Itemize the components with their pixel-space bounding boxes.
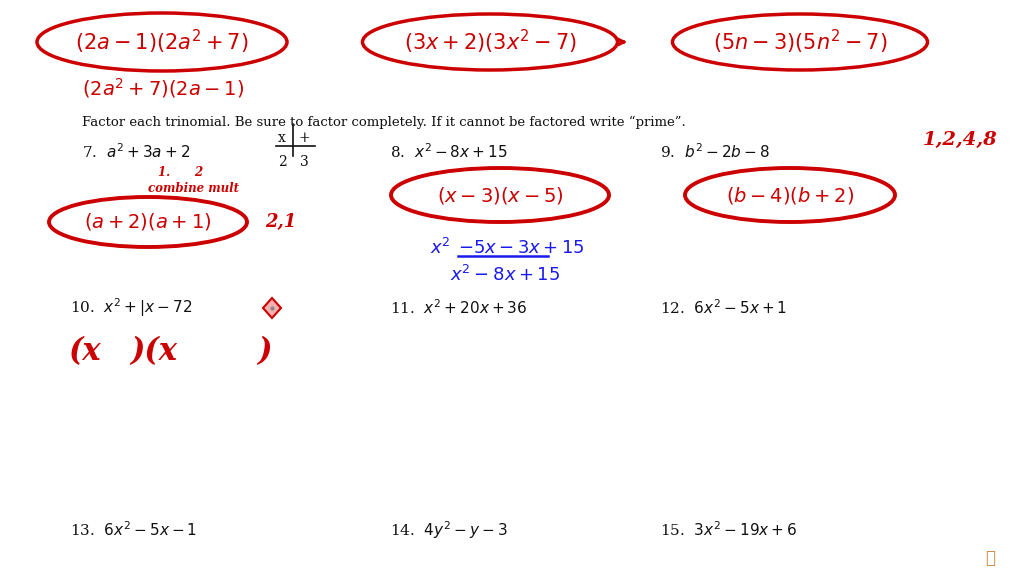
Text: $-5x - 3x +15$: $-5x - 3x +15$ bbox=[458, 239, 585, 257]
Text: +: + bbox=[298, 131, 310, 145]
Text: $(x-3)(x-5)$: $(x-3)(x-5)$ bbox=[436, 184, 563, 206]
Text: ✋: ✋ bbox=[985, 549, 995, 567]
Text: 2,1: 2,1 bbox=[265, 213, 296, 231]
Text: x: x bbox=[279, 131, 286, 145]
Text: $(5n-3)(5n^2-7)$: $(5n-3)(5n^2-7)$ bbox=[713, 28, 887, 56]
Text: combine mult: combine mult bbox=[148, 181, 239, 195]
Text: 10.  $x^2 +|x - 72$: 10. $x^2 +|x - 72$ bbox=[70, 297, 193, 319]
Text: Factor each trinomial. Be sure to factor completely. If it cannot be factored wr: Factor each trinomial. Be sure to factor… bbox=[82, 115, 686, 128]
Text: $(3x+2)(3x^2-7)$: $(3x+2)(3x^2-7)$ bbox=[403, 28, 577, 56]
Text: 2: 2 bbox=[278, 155, 287, 169]
Text: 1,2,4,8: 1,2,4,8 bbox=[923, 131, 997, 149]
Text: 9.  $b^2 - 2b - 8$: 9. $b^2 - 2b - 8$ bbox=[660, 143, 770, 161]
Text: $(2a-1)(2a^2+7)$: $(2a-1)(2a^2+7)$ bbox=[75, 28, 249, 56]
Text: (x: (x bbox=[68, 336, 100, 367]
Text: 11.  $x^2 + 20x + 36$: 11. $x^2 + 20x + 36$ bbox=[390, 298, 527, 317]
Text: 14.  $4y^2 - y - 3$: 14. $4y^2 - y - 3$ bbox=[390, 519, 508, 541]
Text: )(x: )(x bbox=[130, 336, 177, 367]
Text: $(2a^2+7)(2a-1)$: $(2a^2+7)(2a-1)$ bbox=[82, 76, 245, 100]
Text: 13.  $6x^2 - 5x - 1$: 13. $6x^2 - 5x - 1$ bbox=[70, 521, 197, 539]
Text: 1.      2: 1. 2 bbox=[158, 166, 203, 180]
Text: ): ) bbox=[205, 336, 272, 367]
Text: 8.  $x^2 - 8x + 15$: 8. $x^2 - 8x + 15$ bbox=[390, 143, 508, 161]
Text: 15.  $3x^2 - 19x + 6$: 15. $3x^2 - 19x + 6$ bbox=[660, 521, 798, 539]
Text: 12.  $6x^2 - 5x + 1$: 12. $6x^2 - 5x + 1$ bbox=[660, 298, 787, 317]
Text: $(a+2)(a+1)$: $(a+2)(a+1)$ bbox=[84, 211, 212, 233]
Text: $(b-4)(b+2)$: $(b-4)(b+2)$ bbox=[726, 184, 854, 206]
Polygon shape bbox=[263, 298, 281, 318]
Text: $x^2-8x +15$: $x^2-8x +15$ bbox=[450, 265, 560, 285]
Text: $x^2$: $x^2$ bbox=[430, 238, 451, 258]
Text: 7.  $a^2 + 3a + 2$: 7. $a^2 + 3a + 2$ bbox=[82, 143, 190, 161]
Text: 3: 3 bbox=[300, 155, 308, 169]
